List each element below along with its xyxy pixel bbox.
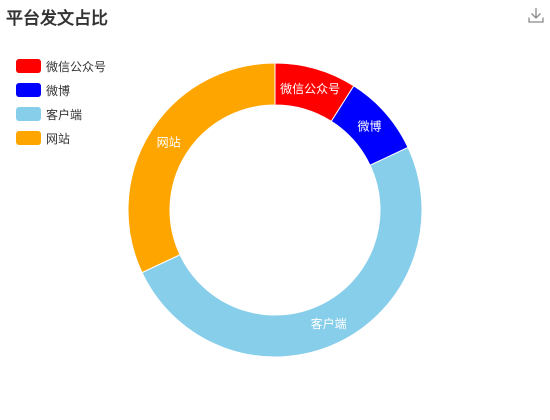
slice-label: 网站	[157, 135, 181, 149]
chart-legend: 微信公众号微博客户端网站	[16, 54, 106, 150]
slice-label: 微博	[358, 119, 382, 134]
legend-item[interactable]: 客户端	[16, 102, 106, 126]
slice-label: 客户端	[311, 316, 347, 331]
legend-label: 微博	[46, 83, 71, 98]
donut-slice[interactable]	[141, 146, 423, 358]
legend-item[interactable]: 微信公众号	[16, 54, 106, 78]
legend-swatch	[16, 59, 41, 73]
legend-swatch	[16, 131, 41, 145]
legend-item[interactable]: 微博	[16, 78, 106, 102]
download-button[interactable]	[526, 5, 546, 25]
legend-label: 微信公众号	[46, 59, 107, 74]
legend-label: 网站	[46, 131, 71, 146]
legend-label: 客户端	[46, 107, 83, 122]
chart-title: 平台发文占比	[6, 9, 108, 29]
slice-label: 微信公众号	[280, 82, 340, 96]
legend-swatch	[16, 107, 41, 121]
download-icon	[528, 8, 544, 23]
donut-slice[interactable]	[127, 62, 276, 274]
legend-swatch	[16, 83, 41, 97]
legend-item[interactable]: 网站	[16, 126, 106, 150]
